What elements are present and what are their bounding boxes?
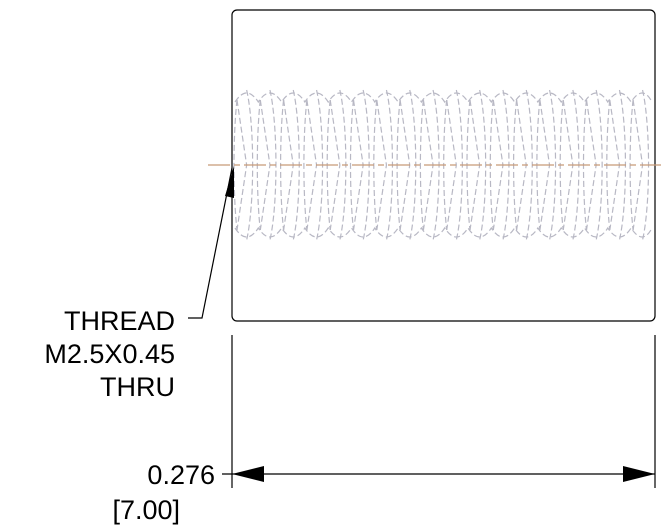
thread-flank	[349, 99, 355, 231]
callout-leader-line	[188, 167, 233, 319]
thread-flank	[419, 99, 424, 231]
callout-thread-label: THREAD	[64, 306, 175, 336]
callout-size-label: M2.5X0.45	[44, 339, 175, 369]
thread-crest-top	[234, 92, 653, 104]
thread-diagonal	[329, 99, 341, 231]
thread-diagonal	[446, 99, 457, 231]
thread-loop	[479, 89, 487, 241]
dimension-millimeters: [7.00]	[112, 495, 180, 525]
dimension-arrow-left	[232, 466, 264, 482]
dimension-arrow-right	[623, 466, 655, 482]
callout-arrowhead	[225, 166, 234, 198]
dimension-inches: 0.276	[147, 460, 215, 490]
thread-diagonal	[376, 99, 388, 231]
thread-loop	[548, 89, 557, 241]
thread-flank	[373, 99, 378, 231]
thread-diagonal	[259, 99, 271, 231]
callout-thru-label: THRU	[100, 372, 175, 402]
thread-crest-bottom	[234, 226, 653, 238]
thread-loop	[595, 89, 603, 241]
thread-flank	[303, 99, 308, 231]
